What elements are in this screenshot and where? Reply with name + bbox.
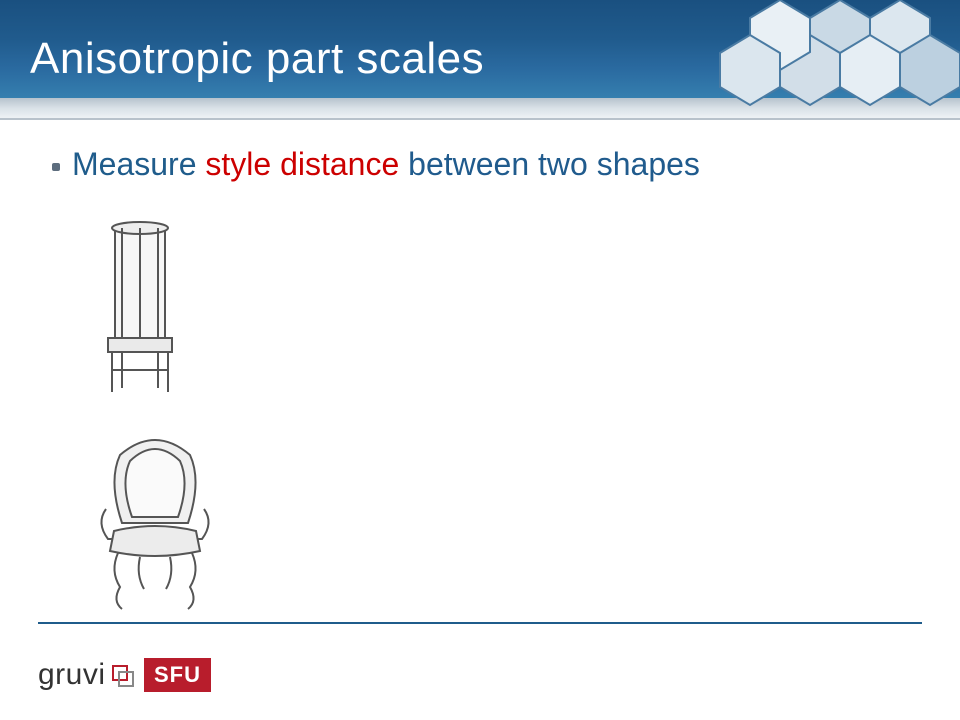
arm-chair-figure: [60, 431, 250, 631]
slide-title: Anisotropic part scales: [30, 34, 484, 84]
slide: Anisotropic part scales Measure style di…: [0, 0, 960, 720]
bullet-lead: Measure: [72, 146, 205, 182]
bullet-item: Measure style distance between two shape…: [52, 146, 908, 183]
bullet-tail: between two shapes: [399, 146, 700, 182]
hexagon-decor: [600, 0, 960, 110]
footer-logos: gruvi SFU: [38, 658, 211, 692]
gruvi-icon: [112, 665, 134, 687]
high-back-chair-figure: [60, 220, 230, 420]
gruvi-logo: gruvi: [38, 658, 134, 692]
bullet-marker-icon: [52, 163, 60, 171]
footer-divider: [38, 622, 922, 624]
gruvi-label: gruvi: [38, 658, 106, 691]
sfu-logo: SFU: [144, 658, 211, 692]
bullet-highlight: style distance: [205, 146, 399, 182]
figure-chairs: [60, 220, 280, 636]
title-bar: Anisotropic part scales: [0, 0, 960, 98]
bullet-text: Measure style distance between two shape…: [72, 146, 700, 183]
